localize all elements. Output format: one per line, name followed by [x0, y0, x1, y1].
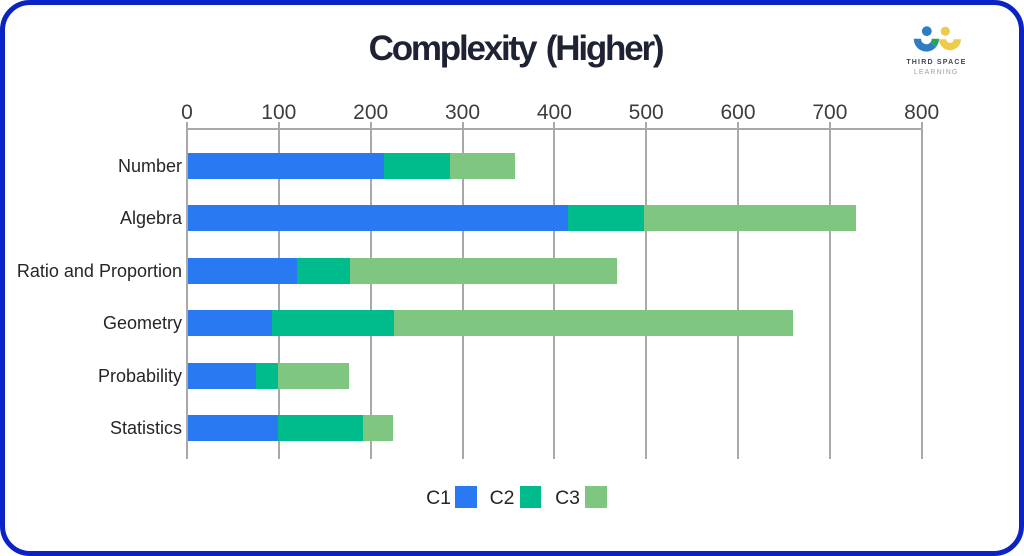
svg-text:THIRD SPACE: THIRD SPACE: [906, 59, 966, 66]
svg-text:LEARNING: LEARNING: [914, 69, 959, 76]
